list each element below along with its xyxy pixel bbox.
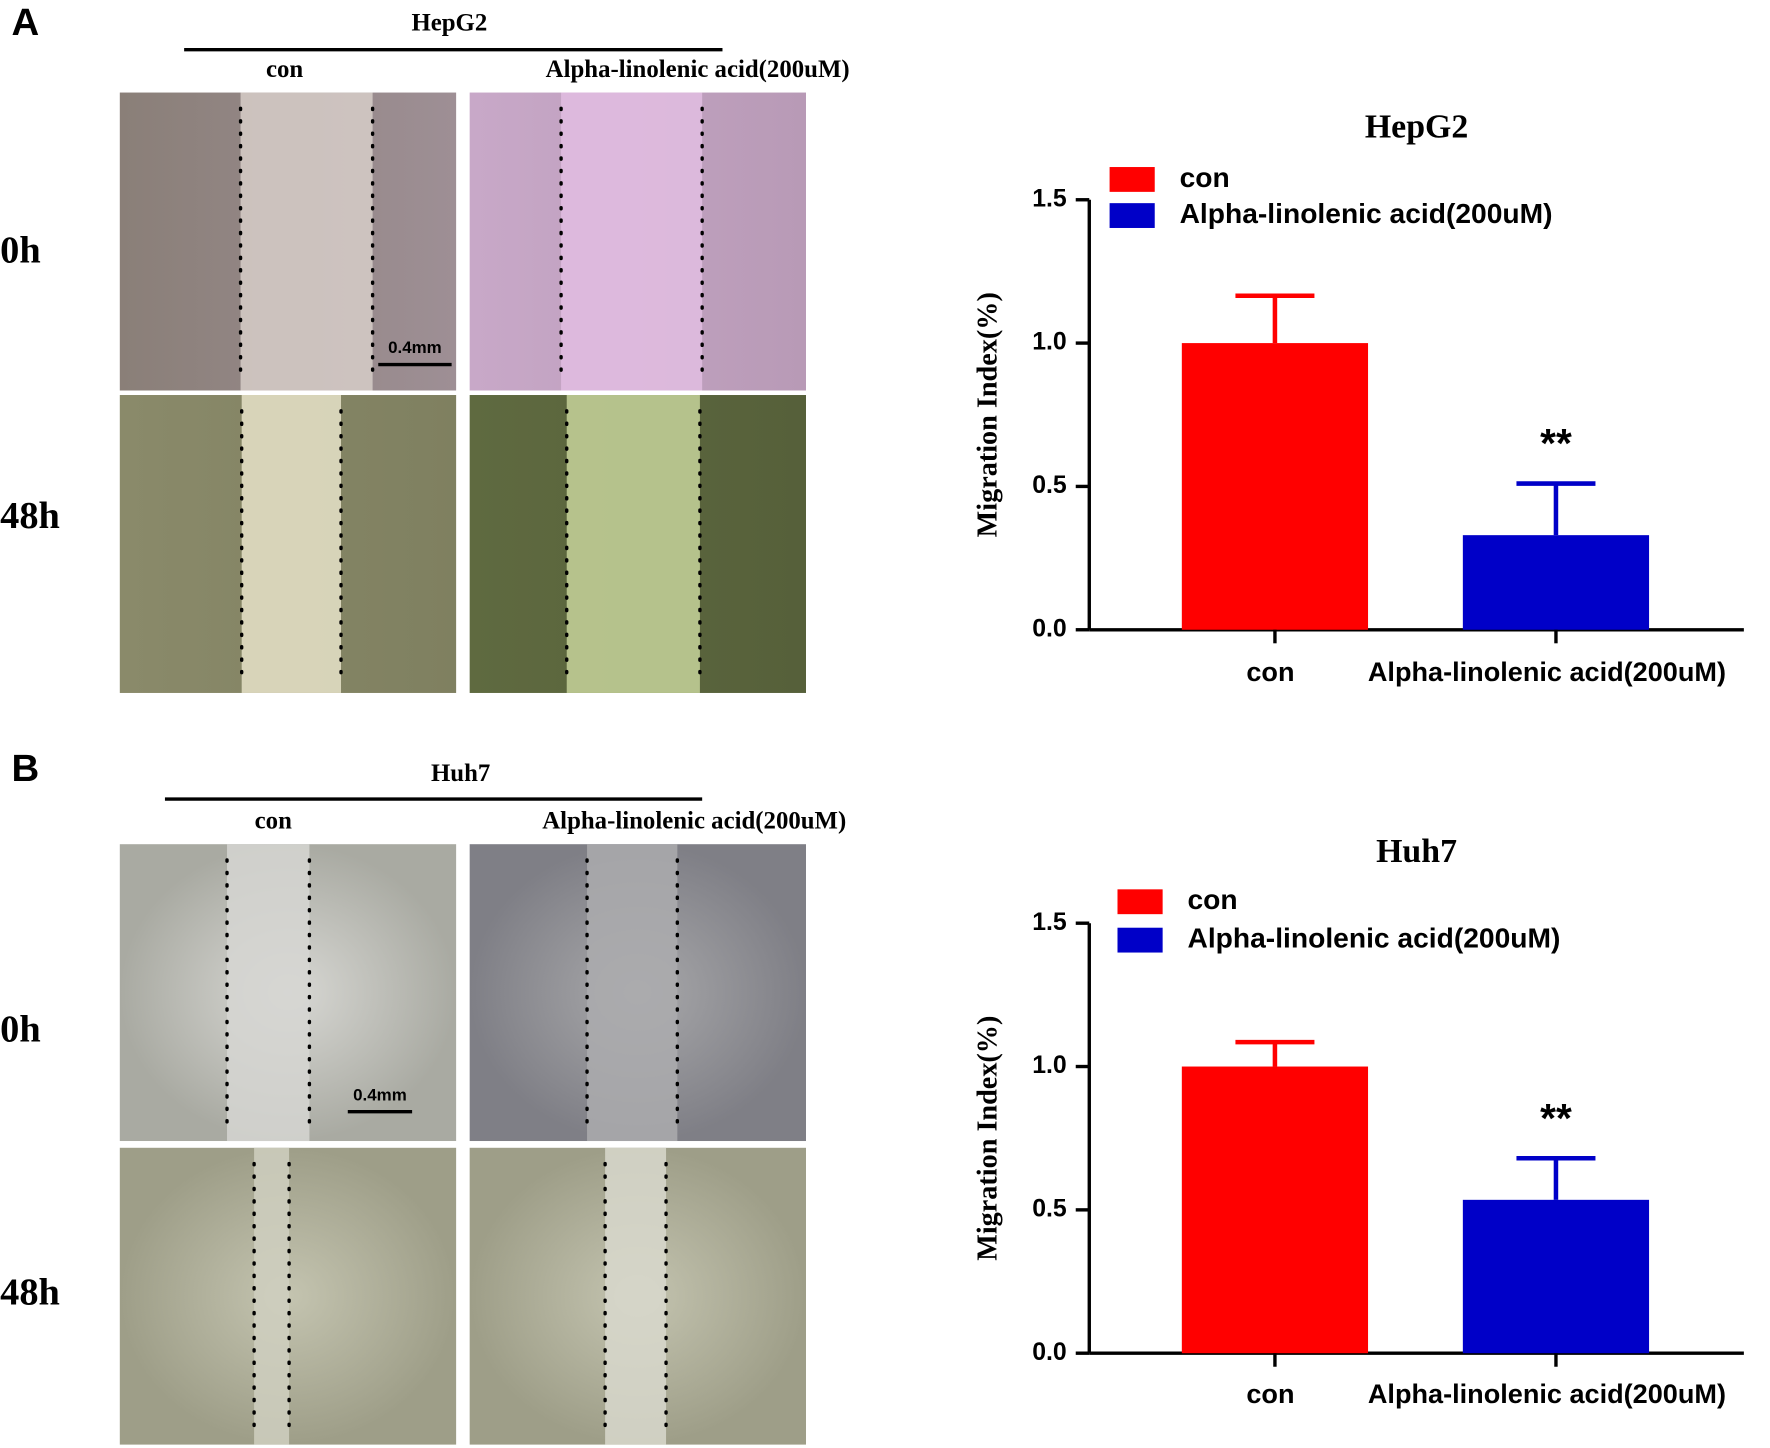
wound-gap bbox=[227, 844, 310, 1142]
wound-gap bbox=[566, 395, 700, 693]
y-tick-label: 0.0 bbox=[1032, 615, 1067, 642]
legend-swatch bbox=[1109, 167, 1155, 192]
y-tick-label: 1.5 bbox=[1032, 909, 1067, 936]
row-label: 0h bbox=[0, 1008, 41, 1050]
bar bbox=[1181, 1066, 1369, 1354]
column-label: con bbox=[266, 56, 303, 83]
cell-line-header: Huh7 bbox=[431, 760, 490, 787]
error-bar bbox=[1516, 481, 1596, 536]
legend-label: Alpha-linolenic acid(200uM) bbox=[1187, 922, 1560, 954]
column-label: Alpha-linolenic acid(200uM) bbox=[546, 56, 850, 83]
panel-label: A bbox=[11, 1, 39, 44]
wound-gap bbox=[587, 844, 678, 1142]
legend-swatch bbox=[1117, 889, 1163, 915]
legend-swatch bbox=[1109, 203, 1155, 228]
scale-bar-label: 0.4mm bbox=[388, 338, 442, 357]
y-tick-label: 1.0 bbox=[1032, 1052, 1067, 1079]
y-tick-label: 0.0 bbox=[1032, 1339, 1067, 1366]
column-label: Alpha-linolenic acid(200uM) bbox=[542, 807, 846, 834]
error-bar bbox=[1235, 293, 1315, 344]
legend-label: con bbox=[1187, 883, 1237, 915]
error-bar bbox=[1516, 1156, 1596, 1200]
wound-gap bbox=[605, 1147, 667, 1445]
legend-label: Alpha-linolenic acid(200uM) bbox=[1180, 197, 1553, 229]
y-tick-label: 0.5 bbox=[1032, 1195, 1067, 1222]
chart-title: HepG2 bbox=[1365, 109, 1468, 146]
error-bar bbox=[1235, 1039, 1315, 1067]
chart-title: Huh7 bbox=[1376, 833, 1457, 870]
wound-gap bbox=[561, 92, 703, 391]
wound-gap bbox=[240, 92, 373, 391]
bar bbox=[1462, 535, 1650, 630]
y-axis-label: Migration Index(%) bbox=[972, 1016, 1003, 1261]
x-tick-label: Alpha-linolenic acid(200uM) bbox=[1368, 1378, 1726, 1409]
y-tick-label: 0.5 bbox=[1032, 472, 1067, 499]
panel-label: B bbox=[11, 747, 39, 790]
y-tick-label: 1.5 bbox=[1032, 185, 1067, 212]
x-tick-label: con bbox=[1246, 1378, 1294, 1409]
x-tick-label: Alpha-linolenic acid(200uM) bbox=[1368, 656, 1726, 687]
significance-mark: ** bbox=[1540, 420, 1572, 466]
legend-label: con bbox=[1180, 161, 1230, 193]
row-label: 48h bbox=[0, 495, 60, 537]
row-label: 0h bbox=[0, 230, 41, 272]
y-axis-label: Migration Index(%) bbox=[972, 292, 1003, 537]
column-label: con bbox=[255, 807, 292, 834]
wound-gap bbox=[241, 395, 342, 693]
bar bbox=[1181, 343, 1369, 630]
y-tick-label: 1.0 bbox=[1032, 329, 1067, 356]
bar bbox=[1462, 1199, 1650, 1354]
legend-swatch bbox=[1117, 927, 1163, 953]
cell-line-header: HepG2 bbox=[411, 10, 487, 37]
scale-bar-label: 0.4mm bbox=[353, 1085, 407, 1104]
row-label: 48h bbox=[0, 1271, 60, 1313]
x-tick-label: con bbox=[1246, 656, 1294, 687]
significance-mark: ** bbox=[1540, 1095, 1572, 1141]
wound-gap bbox=[254, 1147, 290, 1445]
